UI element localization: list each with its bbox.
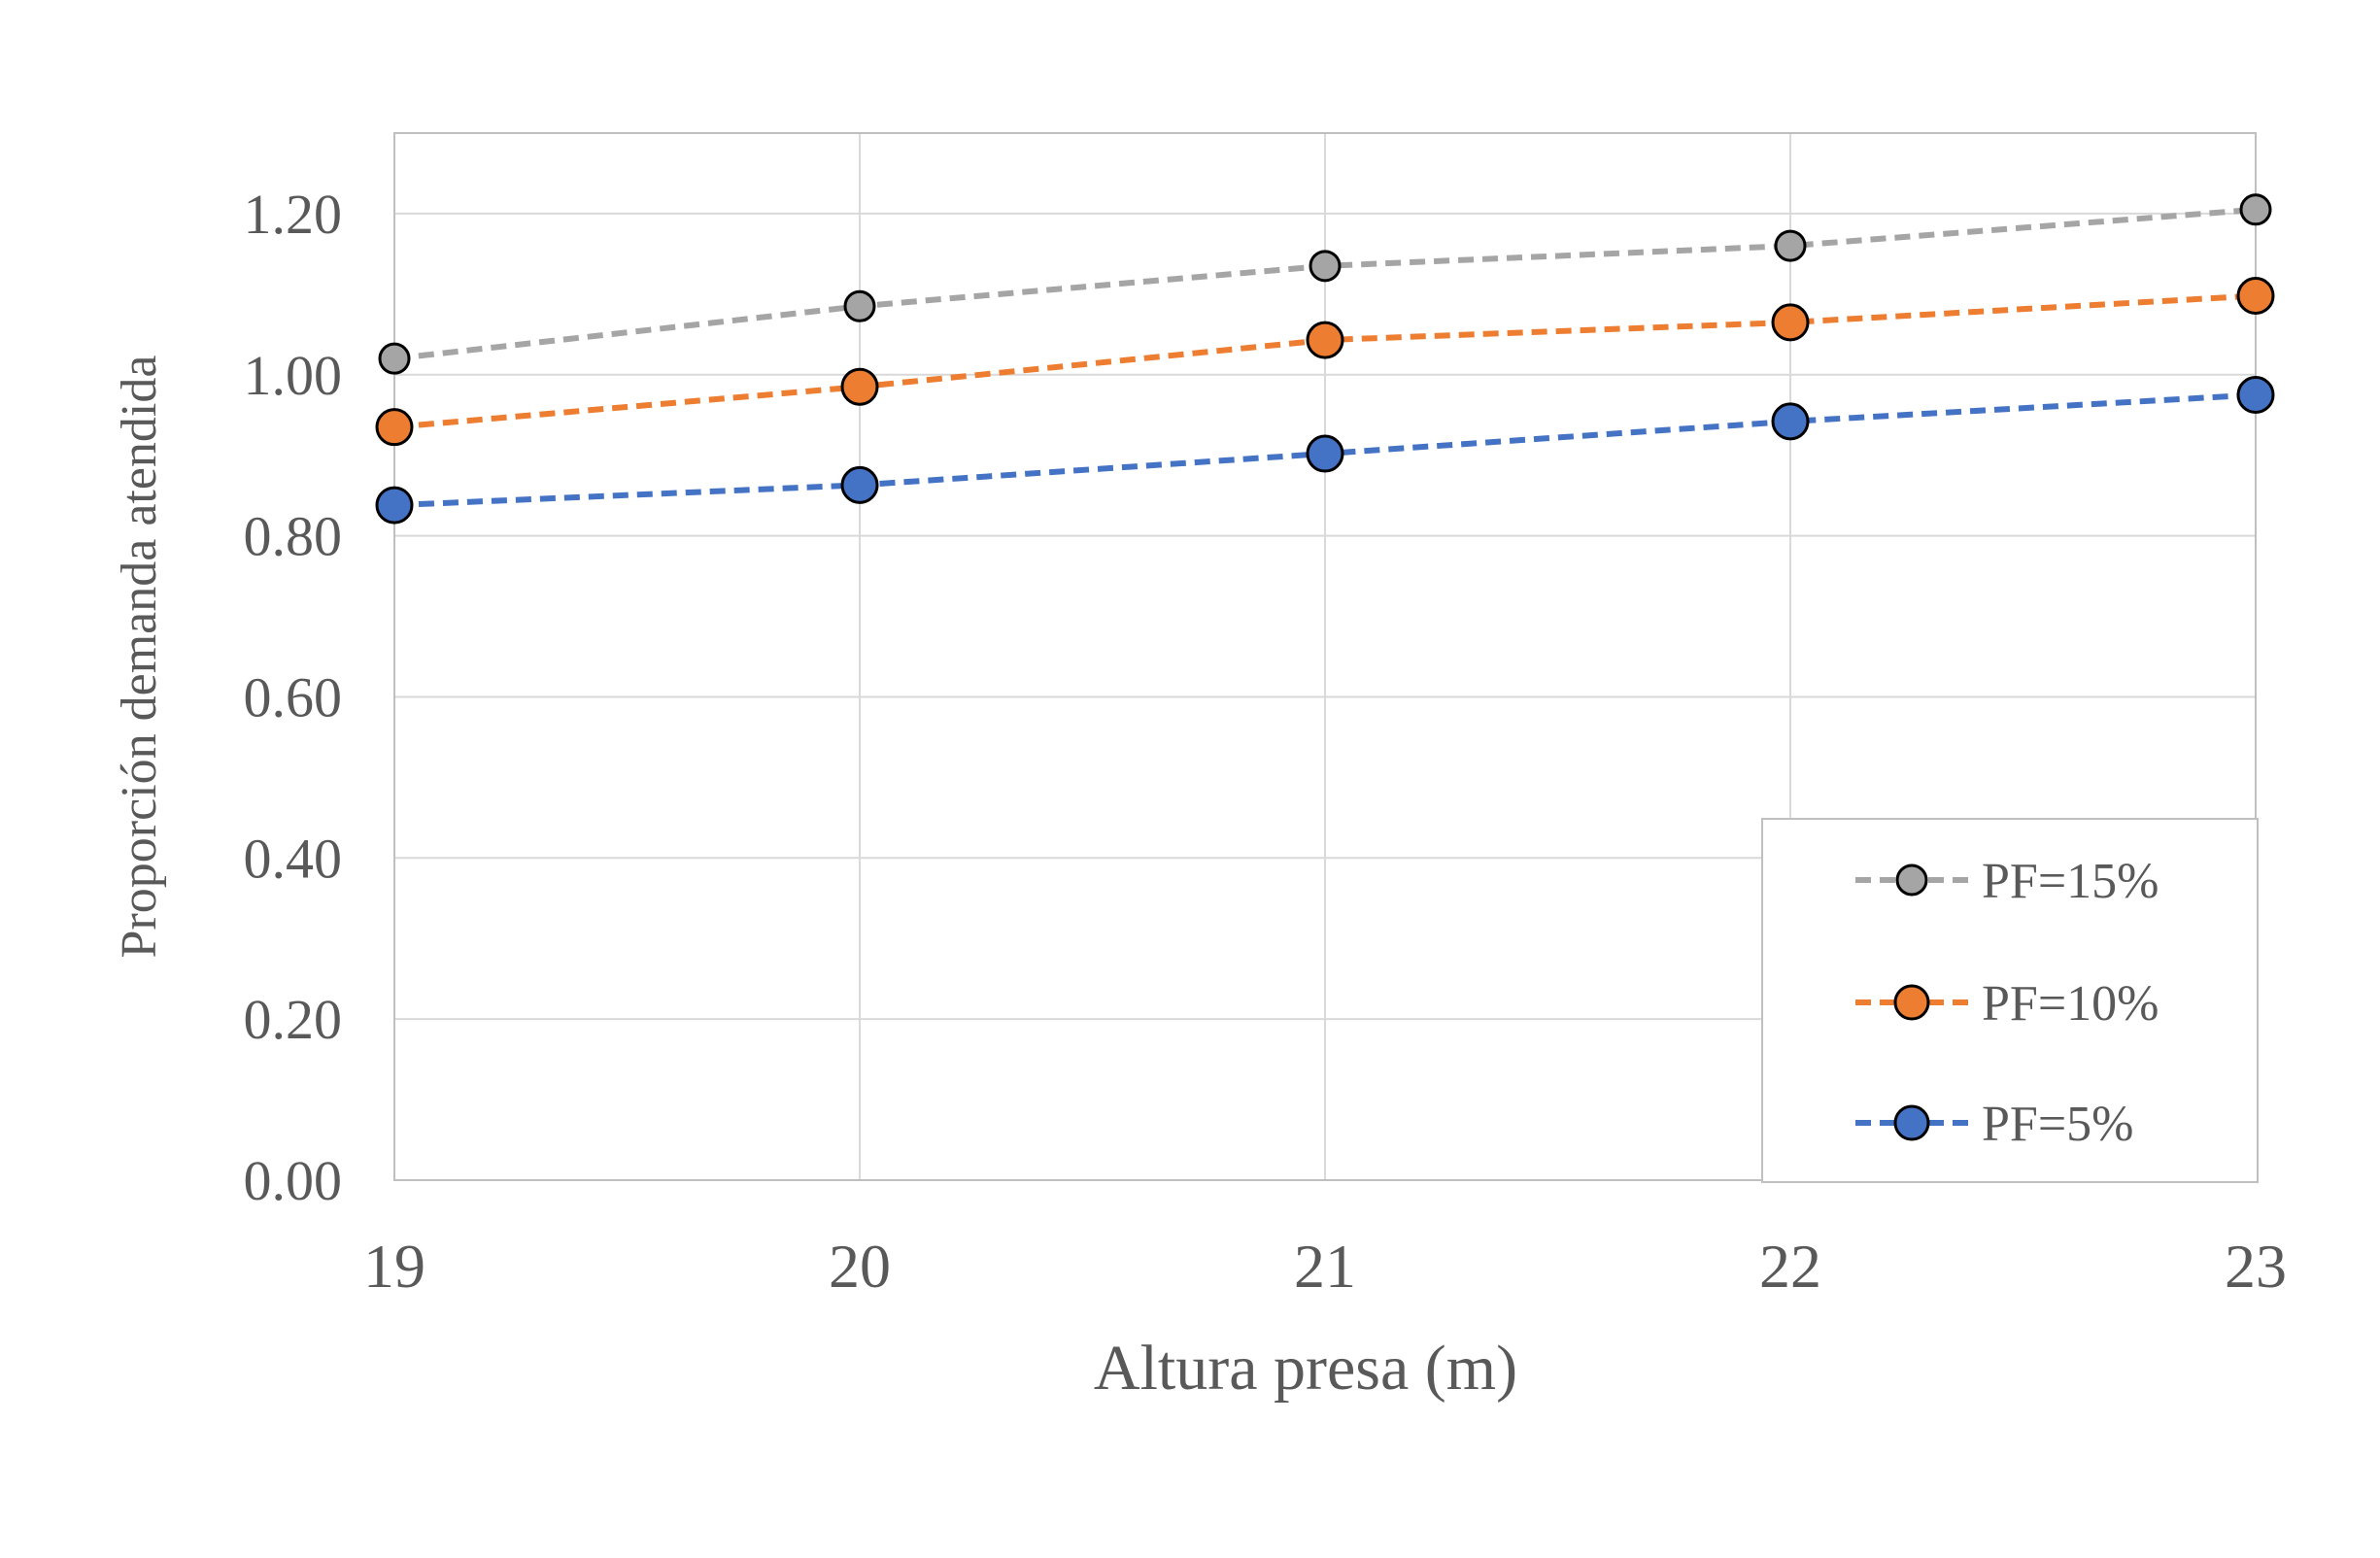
data-point <box>2236 277 2275 316</box>
data-point <box>1306 434 1344 473</box>
legend-label: PF=5% <box>1982 1097 2133 1152</box>
legend-marker <box>1893 1104 1930 1141</box>
x-axis-title: Altura presa (m) <box>1094 1333 1517 1404</box>
y-tick-label: 0.20 <box>244 988 343 1051</box>
y-tick-label: 0.40 <box>244 827 343 890</box>
data-point <box>1309 250 1342 283</box>
data-point <box>2239 193 2272 226</box>
data-point <box>840 367 879 406</box>
data-point <box>1771 303 1810 342</box>
data-point <box>378 342 411 375</box>
legend-entry: PF=10% <box>1855 976 2159 1032</box>
x-tick-label: 19 <box>363 1232 425 1301</box>
data-point <box>840 465 879 504</box>
legend-marker <box>1895 864 1928 897</box>
legend: PF=15% PF=10% PF=5% <box>1761 818 2259 1183</box>
plot-area <box>393 132 2257 1181</box>
series-2 <box>375 376 2275 525</box>
y-axis-title: Proporción demanda atendida <box>112 356 167 959</box>
data-point <box>2236 376 2275 414</box>
x-tick-label: 22 <box>1759 1232 1821 1301</box>
y-axis-ticks: 0.00 0.20 0.40 0.60 0.80 1.00 1.20 <box>244 183 343 1212</box>
data-point <box>1306 321 1344 359</box>
x-tick-label: 20 <box>829 1232 891 1301</box>
x-tick-label: 21 <box>1294 1232 1356 1301</box>
data-point <box>1774 229 1807 262</box>
legend-label: PF=15% <box>1982 854 2159 909</box>
series-1 <box>375 277 2275 447</box>
data-point <box>843 289 876 322</box>
y-tick-label: 1.00 <box>244 344 343 407</box>
legend-label: PF=10% <box>1982 976 2159 1032</box>
series-layer <box>375 193 2275 525</box>
y-tick-label: 0.00 <box>244 1149 343 1212</box>
data-point <box>1771 402 1810 441</box>
y-tick-label: 0.80 <box>244 505 343 568</box>
y-tick-label: 1.20 <box>244 183 343 246</box>
series-0 <box>378 193 2272 375</box>
legend-entry: PF=5% <box>1855 1097 2133 1152</box>
legend-marker <box>1893 984 1930 1021</box>
x-axis-ticks: 19 20 21 22 23 <box>363 1232 2287 1301</box>
legend-box <box>1761 818 2259 1183</box>
x-tick-label: 23 <box>2225 1232 2287 1301</box>
data-point <box>375 486 414 525</box>
legend-entry: PF=15% <box>1855 854 2159 909</box>
y-tick-label: 0.60 <box>244 665 343 728</box>
gridlines <box>394 133 2256 1180</box>
data-point <box>375 408 414 447</box>
